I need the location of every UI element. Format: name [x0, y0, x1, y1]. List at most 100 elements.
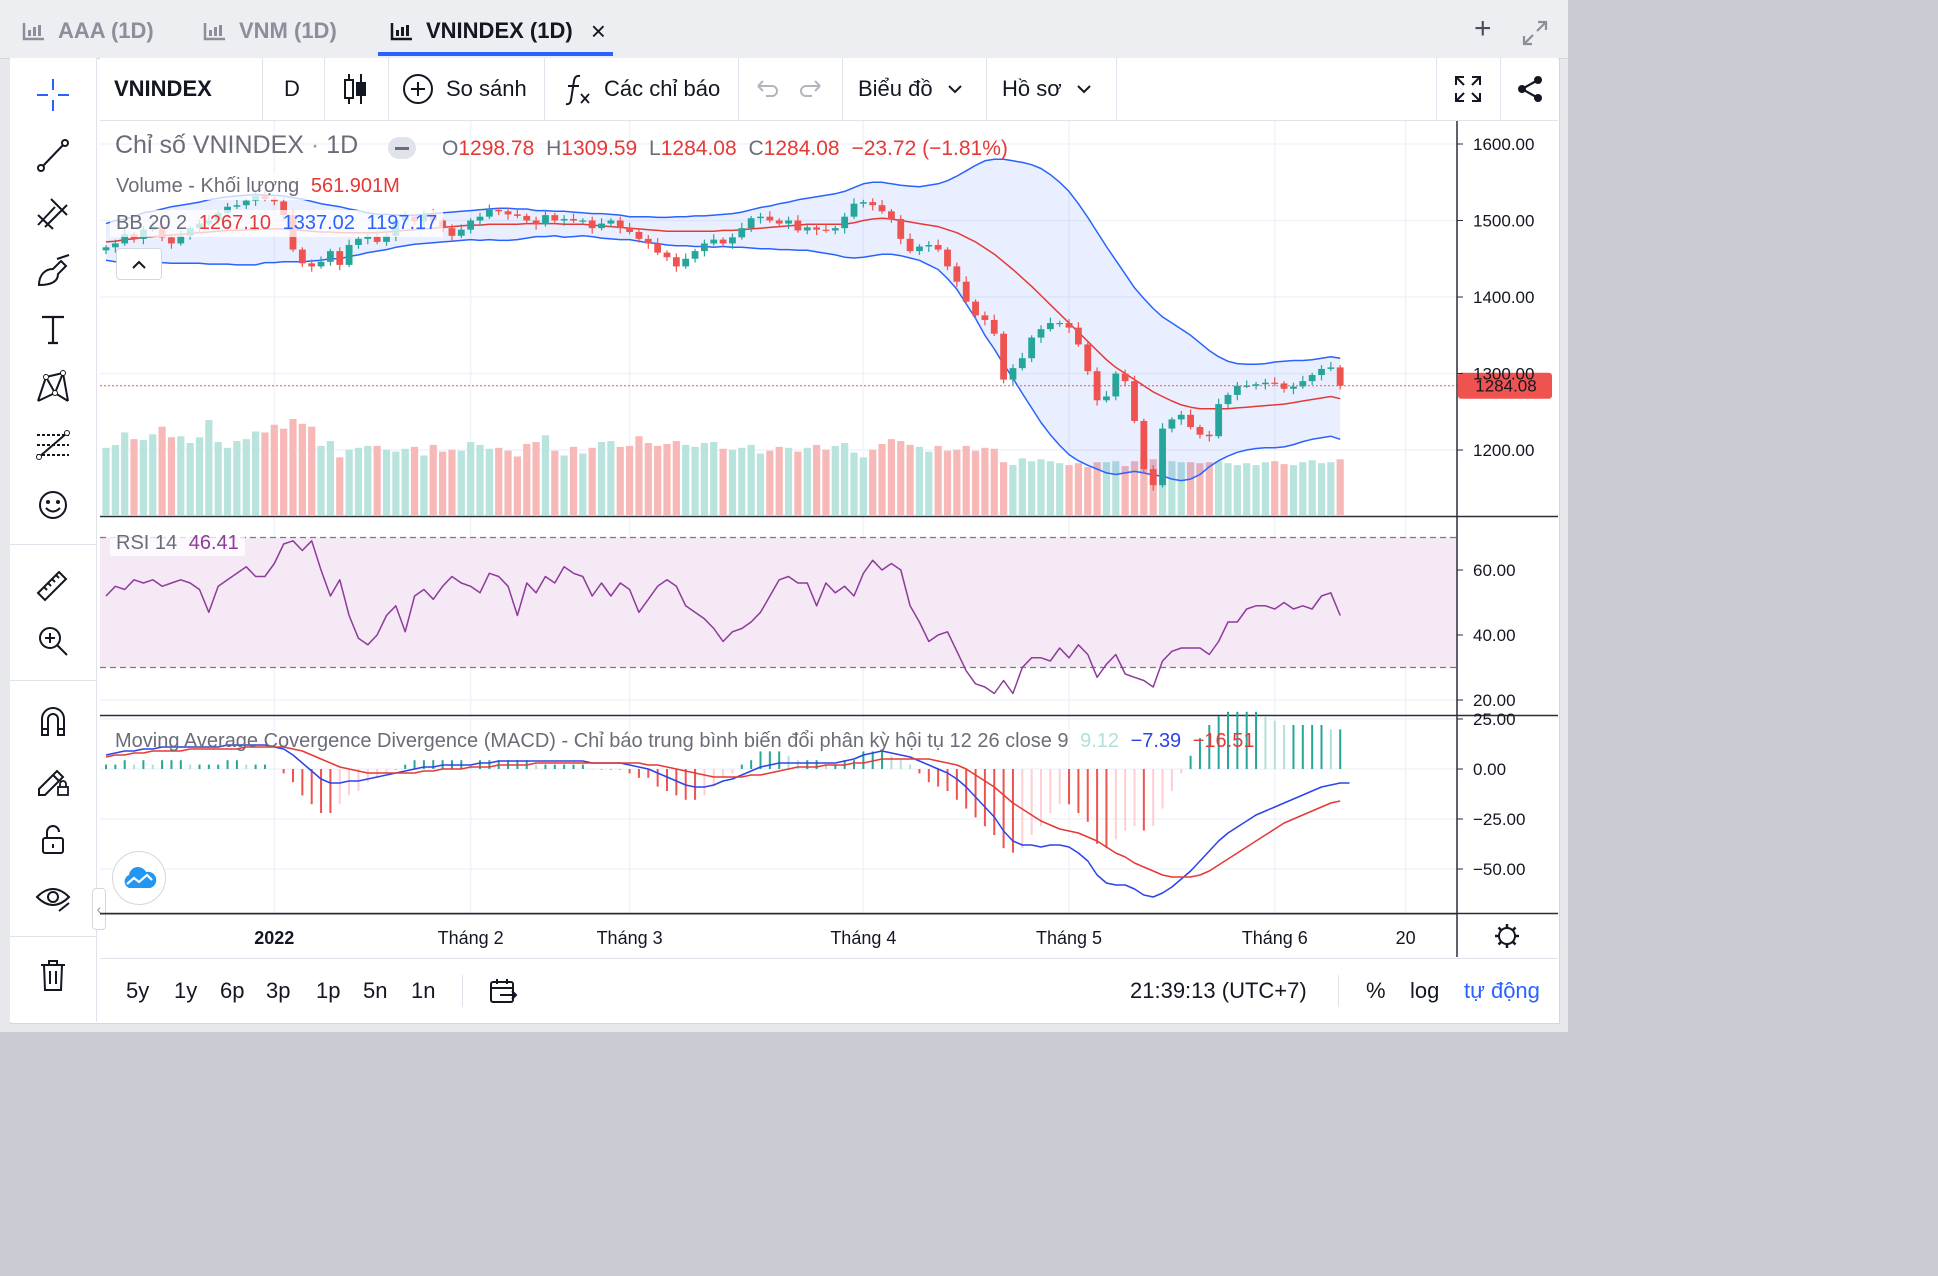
collapse-legend-button[interactable]: [116, 248, 162, 280]
macd-histogram-bar: [600, 769, 603, 770]
chart-menu-button[interactable]: Biểu đồ: [858, 58, 965, 120]
expand-icon[interactable]: [1520, 18, 1550, 56]
tab-label: VNM (1D): [239, 18, 337, 43]
range-5y[interactable]: 5y: [126, 978, 150, 1003]
candle-body: [738, 228, 746, 238]
ruler-icon[interactable]: [32, 564, 74, 606]
volume-bar: [850, 452, 858, 515]
indicators-button[interactable]: Các chỉ báo: [564, 58, 720, 120]
trend-line-icon[interactable]: [32, 134, 74, 176]
candle-body: [869, 202, 877, 206]
redo-icon[interactable]: [798, 58, 824, 120]
candle-body: [514, 214, 521, 216]
volume-bar: [270, 424, 278, 515]
macd-histogram-bar: [1030, 769, 1033, 835]
add-tab-button[interactable]: +: [1474, 12, 1492, 45]
tab-close-button[interactable]: ×: [590, 15, 606, 46]
goto-date-icon[interactable]: [488, 959, 518, 1023]
range-5d[interactable]: 5n: [363, 978, 388, 1003]
volume-bar: [467, 442, 475, 515]
volume-bar: [1168, 461, 1176, 515]
macd-histogram-bar: [890, 755, 893, 769]
gear-tooth: [1511, 926, 1517, 932]
candle-body: [953, 266, 961, 282]
clock-time[interactable]: 21:39:13 (UTC+7): [1130, 978, 1307, 1003]
volume-bar: [1158, 460, 1167, 515]
ohlc-label: O: [442, 137, 459, 160]
eye-icon[interactable]: [32, 876, 74, 918]
chart-icon: [203, 23, 225, 41]
profile-menu-button[interactable]: Hồ sơ: [1002, 58, 1094, 120]
text-icon[interactable]: [32, 308, 74, 350]
profile-menu-label: Hồ sơ: [1002, 76, 1062, 101]
candle-body: [298, 249, 306, 264]
symbol-search[interactable]: VNINDEX: [114, 76, 212, 101]
volume-bar: [139, 440, 147, 515]
macd-histogram-bar: [217, 764, 220, 769]
hide-legend-icon[interactable]: [388, 137, 416, 159]
fib-retracement-icon[interactable]: [32, 424, 74, 466]
pattern-icon[interactable]: [32, 366, 74, 408]
time-tick-label: Tháng 6: [1242, 928, 1308, 948]
macd-histogram-bar: [1152, 769, 1155, 827]
volume-bar: [195, 437, 204, 515]
bb-lower-value: 1197.17: [366, 212, 438, 234]
volume-bar: [177, 436, 185, 515]
range-1m[interactable]: 1p: [316, 978, 341, 1003]
lock-drawing-icon[interactable]: [32, 758, 74, 800]
candle-body: [1000, 333, 1007, 380]
macd-histogram-bar: [1301, 725, 1304, 769]
emoji-icon[interactable]: [32, 484, 74, 526]
candle-style-icon[interactable]: [340, 58, 370, 120]
tab-vnindex[interactable]: VNINDEX (1D) ×: [390, 14, 606, 48]
volume-bar: [186, 443, 194, 515]
range-6m[interactable]: 6p: [220, 978, 245, 1003]
range-1y[interactable]: 1y: [174, 978, 198, 1003]
percent-toggle[interactable]: %: [1366, 978, 1386, 1003]
range-3m[interactable]: 3p: [266, 978, 291, 1003]
unlock-icon[interactable]: [32, 818, 74, 860]
price-tick-label: 1300.00: [1473, 365, 1534, 384]
volume-bar: [439, 451, 447, 515]
brush-icon[interactable]: [32, 250, 74, 292]
zoom-in-icon[interactable]: [32, 620, 74, 662]
macd-histogram-bar: [731, 769, 734, 774]
macd-histogram-bar: [619, 769, 622, 770]
tradingview-logo[interactable]: [112, 851, 166, 905]
toolbar-separator: [738, 58, 739, 120]
macd-histogram-bar: [759, 751, 762, 769]
collapse-toolbar-icon[interactable]: ‹: [92, 888, 106, 930]
undo-icon[interactable]: [754, 58, 780, 120]
gear-tooth: [1497, 926, 1503, 932]
compare-button[interactable]: So sánh: [402, 58, 527, 120]
pitchfork-icon[interactable]: [32, 192, 74, 234]
settings-gear-icon[interactable]: [1495, 924, 1519, 948]
magnet-icon[interactable]: [32, 700, 74, 742]
candle-body: [803, 227, 811, 231]
chart-canvas[interactable]: 1284.08 1200.00 1300.00 1400.00 1500.00 1600…: [100, 121, 1558, 957]
volume-bar: [280, 428, 288, 515]
toolbar-separator: [262, 58, 263, 120]
macd-histogram-bar: [1255, 711, 1258, 769]
interval-button[interactable]: D: [284, 76, 300, 101]
candle-body: [168, 237, 175, 244]
candle-body: [1205, 434, 1213, 437]
share-icon[interactable]: [1514, 58, 1546, 120]
log-toggle[interactable]: log: [1410, 978, 1440, 1003]
macd-tick-label: −25.00: [1473, 810, 1525, 829]
tab-vnm[interactable]: VNM (1D): [203, 14, 337, 48]
tab-aaa[interactable]: AAA (1D): [22, 14, 154, 48]
trash-icon[interactable]: [32, 954, 74, 996]
macd-histogram-bar: [263, 764, 266, 769]
auto-scale-toggle[interactable]: tự động: [1464, 978, 1540, 1003]
volume-bar: [401, 448, 409, 515]
time-tick-label: 20: [1396, 928, 1416, 948]
volume-bar: [289, 419, 297, 515]
crosshair-icon[interactable]: [32, 74, 74, 116]
volume-bar: [1327, 462, 1335, 515]
fullscreen-icon[interactable]: [1452, 58, 1484, 120]
macd-histogram-bar: [796, 760, 799, 769]
price-tick-label: 1600.00: [1473, 135, 1534, 154]
volume-bar: [831, 445, 839, 515]
range-1d[interactable]: 1n: [411, 978, 436, 1003]
